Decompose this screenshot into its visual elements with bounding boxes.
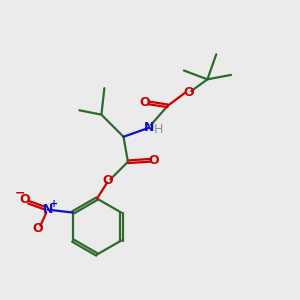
- Text: O: O: [148, 154, 159, 167]
- Text: N: N: [43, 203, 53, 216]
- Text: −: −: [14, 187, 25, 200]
- Text: H: H: [153, 123, 163, 136]
- Text: +: +: [50, 199, 58, 209]
- Text: O: O: [102, 174, 112, 188]
- Text: N: N: [144, 121, 154, 134]
- Text: O: O: [140, 96, 150, 110]
- Text: O: O: [32, 222, 43, 235]
- Text: O: O: [184, 86, 194, 99]
- Text: O: O: [20, 193, 30, 206]
